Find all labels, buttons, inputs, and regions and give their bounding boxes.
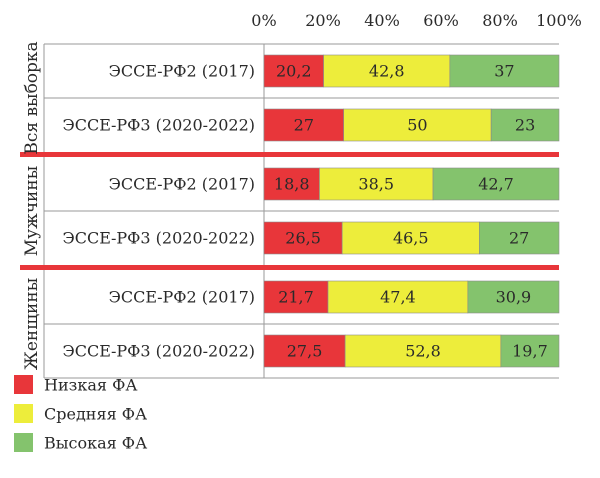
bar-segment: [327, 280, 469, 314]
group-separator: [20, 265, 559, 270]
legend-swatch: [14, 375, 33, 394]
bar-segment: [490, 108, 560, 142]
legend-swatch: [14, 404, 33, 423]
x-tick-label: 0%: [251, 11, 276, 30]
data-label: 20,2: [276, 62, 312, 81]
bar-segment: [341, 221, 480, 255]
data-label: 37: [494, 62, 514, 81]
bar-segment: [319, 167, 434, 201]
data-label: 47,4: [380, 288, 416, 307]
row-label: ЭССЕ-РФ2 (2017): [109, 175, 255, 194]
data-label: 19,7: [512, 342, 548, 361]
row-label: ЭССЕ-РФ2 (2017): [109, 288, 255, 307]
row-label: ЭССЕ-РФ3 (2020-2022): [63, 342, 255, 361]
data-label: 30,9: [496, 288, 532, 307]
x-tick-label: 20%: [305, 11, 341, 30]
x-tick-label: 80%: [482, 11, 518, 30]
legend-label: Низкая ФА: [44, 376, 137, 395]
bar-segment: [263, 167, 320, 201]
x-axis-ticks: 0% 20% 40% 60% 80% 100%: [251, 11, 582, 30]
x-tick-label: 40%: [364, 11, 400, 30]
data-label: 21,7: [278, 288, 314, 307]
data-label: 38,5: [358, 175, 394, 194]
bar-segment: [500, 334, 560, 368]
legend-label: Средняя ФА: [44, 405, 147, 424]
data-label: 26,5: [285, 229, 321, 248]
bar-segment: [479, 221, 560, 255]
x-tick-label: 60%: [423, 11, 459, 30]
data-label: 27: [294, 116, 314, 135]
x-tick-label: 100%: [536, 11, 582, 30]
data-label: 42,8: [369, 62, 405, 81]
bar-segment: [449, 54, 560, 88]
bar-segment: [263, 221, 343, 255]
data-label: 27,5: [287, 342, 323, 361]
row-label: ЭССЕ-РФ3 (2020-2022): [63, 229, 255, 248]
bar-segment: [323, 54, 451, 88]
bar-segment: [263, 280, 329, 314]
data-label: 18,8: [274, 175, 310, 194]
data-label: 52,8: [405, 342, 441, 361]
chart-table: Вся выборка ЭССЕ-РФ2 (2017) ЭССЕ-РФ3 (2020…: [20, 41, 559, 379]
group-separator: [20, 152, 559, 157]
data-label: 42,7: [478, 175, 514, 194]
bar-segment: [263, 54, 324, 88]
data-label: 23: [515, 116, 535, 135]
bar-segment: [343, 108, 492, 142]
data-label: 27: [509, 229, 529, 248]
bar-segment: [263, 108, 344, 142]
bar-segment: [344, 334, 502, 368]
data-label: 50: [407, 116, 427, 135]
bars: 20,2 42,8 37 27 50 23 18,8 38,5 42,7 26,5 46,5 27 21…: [263, 54, 560, 368]
group-label: Женщины: [22, 278, 42, 371]
legend-swatch: [14, 433, 33, 452]
row-label: ЭССЕ-РФ2 (2017): [109, 62, 255, 81]
legend: Низкая ФА Средняя ФА Высокая ФА: [14, 375, 147, 453]
data-label: 46,5: [393, 229, 429, 248]
row-label: ЭССЕ-РФ3 (2020-2022): [63, 116, 255, 135]
group-label: Вся выборка: [22, 41, 42, 154]
group-label: Мужчины: [22, 166, 42, 256]
bar-segment: [467, 280, 560, 314]
legend-label: Высокая ФА: [44, 434, 147, 453]
bar-segment: [432, 167, 560, 201]
